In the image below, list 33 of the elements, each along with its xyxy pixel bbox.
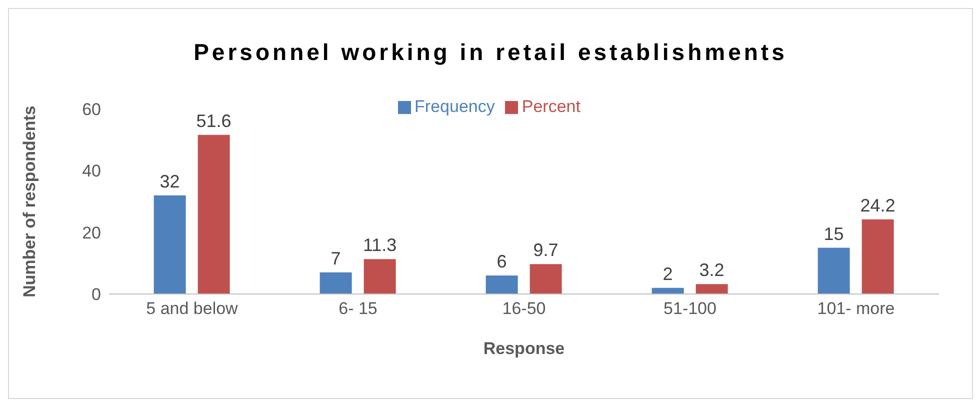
y-tick-label: 40 xyxy=(82,162,101,181)
data-label: 2 xyxy=(662,264,673,284)
data-label: 15 xyxy=(824,224,844,244)
bar xyxy=(154,195,186,294)
x-tick-label: 6- 15 xyxy=(338,299,378,318)
bar xyxy=(364,259,396,294)
data-label: 6 xyxy=(496,252,507,272)
data-label: 24.2 xyxy=(860,195,896,216)
data-label: 11.3 xyxy=(362,235,397,256)
x-tick-label: 5 and below xyxy=(146,299,239,318)
data-label: 32 xyxy=(160,171,180,192)
bar xyxy=(862,219,894,294)
bar xyxy=(530,264,562,294)
x-tick-label: 101- more xyxy=(817,299,895,318)
data-label: 3.2 xyxy=(699,260,724,280)
x-tick-label: 16-50 xyxy=(502,299,546,318)
bar xyxy=(198,134,230,294)
y-axis-title: Number of respondents xyxy=(20,106,40,298)
legend-label: Percent xyxy=(522,97,580,116)
bar xyxy=(320,272,352,294)
x-axis-title: Response xyxy=(483,339,565,358)
y-tick-label: 20 xyxy=(82,223,101,242)
x-tick-label: 51-100 xyxy=(664,299,716,318)
data-label: 9.7 xyxy=(533,240,558,260)
y-tick-label: 60 xyxy=(82,100,101,120)
bar xyxy=(818,248,850,294)
bar xyxy=(486,276,518,294)
data-label: 51.6 xyxy=(196,110,232,131)
legend-label: Frequency xyxy=(414,97,495,116)
bar xyxy=(696,284,728,294)
chart-title: Personnel working in retail establishments xyxy=(192,39,788,66)
data-label: 7 xyxy=(330,248,341,268)
y-tick-label: 0 xyxy=(92,285,101,304)
